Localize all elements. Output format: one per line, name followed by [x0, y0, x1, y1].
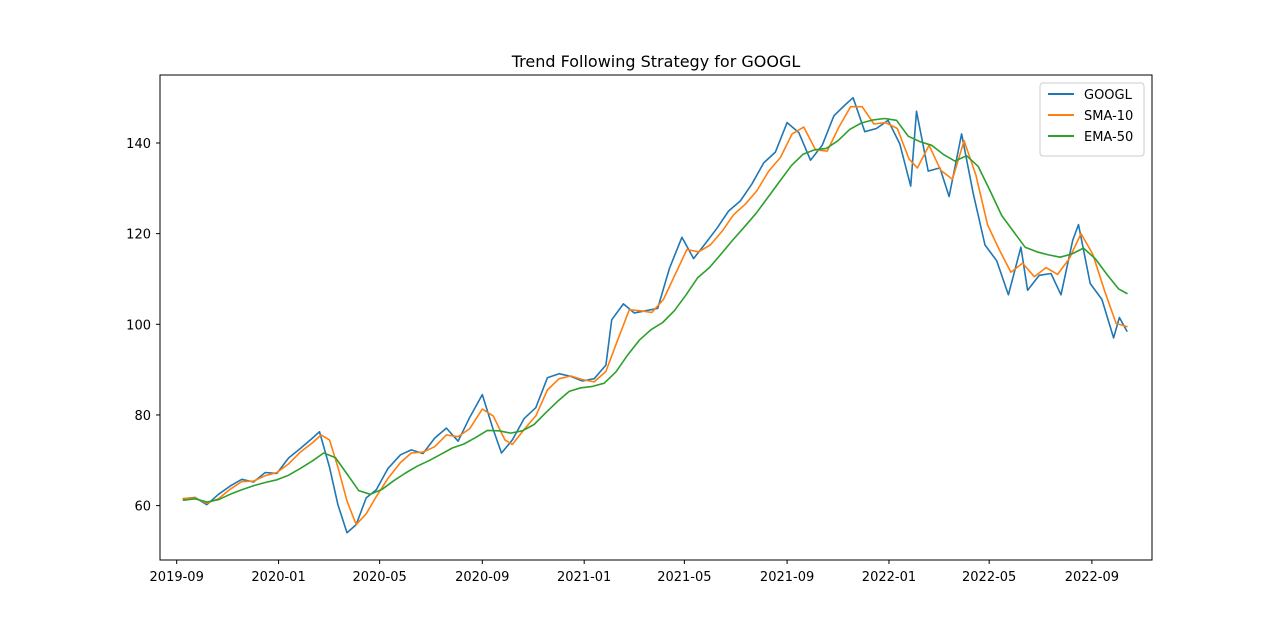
legend-box — [1039, 82, 1145, 157]
series-line-googl — [182, 96, 1128, 534]
x-tick-label: 2021-01 — [557, 570, 611, 585]
y-tick-label: 80 — [134, 409, 151, 424]
legend-label-googl: GOOGL — [1084, 88, 1133, 103]
legend-label-sma-10: SMA-10 — [1084, 109, 1133, 124]
x-tick-label: 2022-01 — [862, 570, 916, 585]
y-axis: 60 80 100 120 140 — [126, 137, 160, 515]
x-tick-label: 2020-01 — [251, 570, 305, 585]
series-line-ema-50 — [182, 117, 1128, 503]
y-tick-label: 100 — [126, 318, 151, 333]
y-tick-label: 140 — [126, 137, 151, 152]
x-axis: 2019-09 2020-01 2020-05 2020-09 2021-01 2021-… — [150, 560, 1119, 585]
y-tick-label: 60 — [134, 500, 151, 515]
series-line-sma-10 — [182, 105, 1128, 526]
x-tick-label: 2021-05 — [657, 570, 711, 585]
chart-title: Trend Following Strategy for GOOGL — [511, 52, 801, 71]
plot-frame — [159, 74, 1153, 561]
x-tick-label: 2022-05 — [962, 570, 1016, 585]
x-tick-label: 2020-05 — [352, 570, 406, 585]
x-tick-label: 2019-09 — [150, 570, 204, 585]
x-tick-label: 2022-09 — [1065, 570, 1119, 585]
legend: GOOGL SMA-10 EMA-50 — [1039, 82, 1145, 157]
x-tick-label: 2020-09 — [455, 570, 509, 585]
y-tick-label: 120 — [126, 228, 151, 243]
series-layer — [182, 96, 1128, 534]
x-tick-label: 2021-09 — [760, 570, 814, 585]
legend-label-ema-50: EMA-50 — [1084, 130, 1133, 145]
